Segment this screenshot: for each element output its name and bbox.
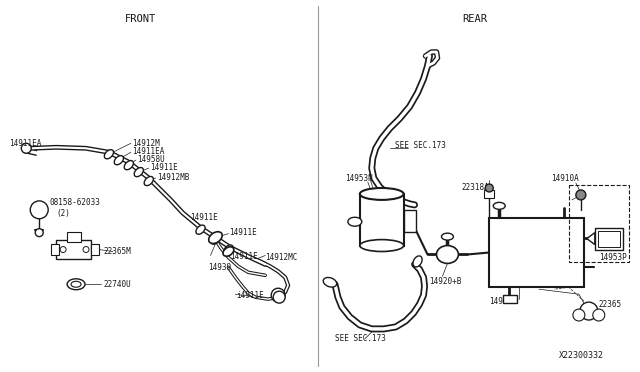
Bar bbox=[595, 228, 623, 250]
Text: REAR: REAR bbox=[462, 14, 487, 24]
Text: 14958U: 14958U bbox=[137, 155, 164, 164]
Text: 14911EA: 14911EA bbox=[132, 147, 164, 156]
Bar bbox=[503, 295, 517, 303]
Text: 08158-62033: 08158-62033 bbox=[49, 198, 100, 207]
Ellipse shape bbox=[442, 233, 453, 240]
Text: 14912MC: 14912MC bbox=[265, 253, 298, 262]
Ellipse shape bbox=[209, 232, 222, 244]
Ellipse shape bbox=[67, 279, 85, 290]
Text: 14910A: 14910A bbox=[551, 174, 579, 183]
Bar bbox=[569, 185, 628, 262]
Circle shape bbox=[573, 309, 585, 321]
Text: 14920+B: 14920+B bbox=[429, 277, 462, 286]
Circle shape bbox=[30, 201, 48, 219]
Circle shape bbox=[60, 247, 66, 253]
Text: 14939: 14939 bbox=[209, 263, 232, 272]
Text: (2): (2) bbox=[56, 209, 70, 218]
Bar bbox=[598, 231, 620, 247]
Ellipse shape bbox=[134, 167, 143, 177]
Ellipse shape bbox=[144, 176, 154, 186]
Bar bbox=[51, 244, 59, 256]
Text: FRONT: FRONT bbox=[125, 14, 156, 24]
Circle shape bbox=[576, 190, 586, 200]
Ellipse shape bbox=[360, 188, 404, 200]
Ellipse shape bbox=[436, 246, 458, 263]
Text: 14911EA: 14911EA bbox=[10, 139, 42, 148]
Ellipse shape bbox=[124, 161, 133, 170]
Bar bbox=[56, 240, 91, 259]
Text: 14950: 14950 bbox=[489, 296, 513, 306]
Ellipse shape bbox=[493, 202, 505, 209]
Circle shape bbox=[580, 302, 598, 320]
Bar bbox=[67, 232, 81, 241]
Text: i4911E: i4911E bbox=[236, 291, 264, 300]
Ellipse shape bbox=[223, 247, 234, 256]
Text: SEE SEC.173: SEE SEC.173 bbox=[395, 141, 445, 150]
Ellipse shape bbox=[211, 235, 220, 244]
Text: 22365: 22365 bbox=[599, 299, 622, 309]
Text: 22365M: 22365M bbox=[103, 247, 131, 256]
Text: X22300332: X22300332 bbox=[559, 351, 604, 360]
Bar bbox=[91, 244, 99, 256]
Bar bbox=[484, 190, 494, 198]
Ellipse shape bbox=[115, 155, 124, 165]
Text: 14911E: 14911E bbox=[191, 213, 218, 222]
Circle shape bbox=[273, 291, 285, 303]
Text: 14912MB: 14912MB bbox=[157, 173, 189, 182]
Text: 14911E: 14911E bbox=[229, 228, 257, 237]
Ellipse shape bbox=[413, 256, 422, 267]
Ellipse shape bbox=[196, 225, 205, 234]
Ellipse shape bbox=[224, 245, 233, 254]
Text: 14953N: 14953N bbox=[345, 174, 372, 183]
Text: 14953P: 14953P bbox=[599, 253, 627, 262]
Text: 14911E: 14911E bbox=[150, 163, 177, 171]
Text: SEE SEC.173: SEE SEC.173 bbox=[335, 334, 386, 343]
Text: B: B bbox=[37, 207, 42, 213]
Ellipse shape bbox=[71, 281, 81, 287]
Text: 22740U: 22740U bbox=[103, 280, 131, 289]
Circle shape bbox=[271, 288, 285, 302]
Bar bbox=[360, 194, 404, 246]
Circle shape bbox=[485, 184, 493, 192]
Circle shape bbox=[83, 247, 89, 253]
Ellipse shape bbox=[360, 240, 404, 251]
Text: 22318A: 22318A bbox=[461, 183, 489, 192]
Circle shape bbox=[35, 229, 44, 237]
Ellipse shape bbox=[104, 150, 113, 159]
Ellipse shape bbox=[323, 278, 337, 287]
Circle shape bbox=[593, 309, 605, 321]
Bar bbox=[489, 218, 584, 287]
Polygon shape bbox=[587, 232, 595, 244]
Circle shape bbox=[21, 143, 31, 153]
Bar bbox=[404, 210, 415, 232]
Ellipse shape bbox=[348, 217, 362, 226]
Text: 14912M: 14912M bbox=[132, 139, 159, 148]
Text: 14911E: 14911E bbox=[230, 252, 258, 261]
